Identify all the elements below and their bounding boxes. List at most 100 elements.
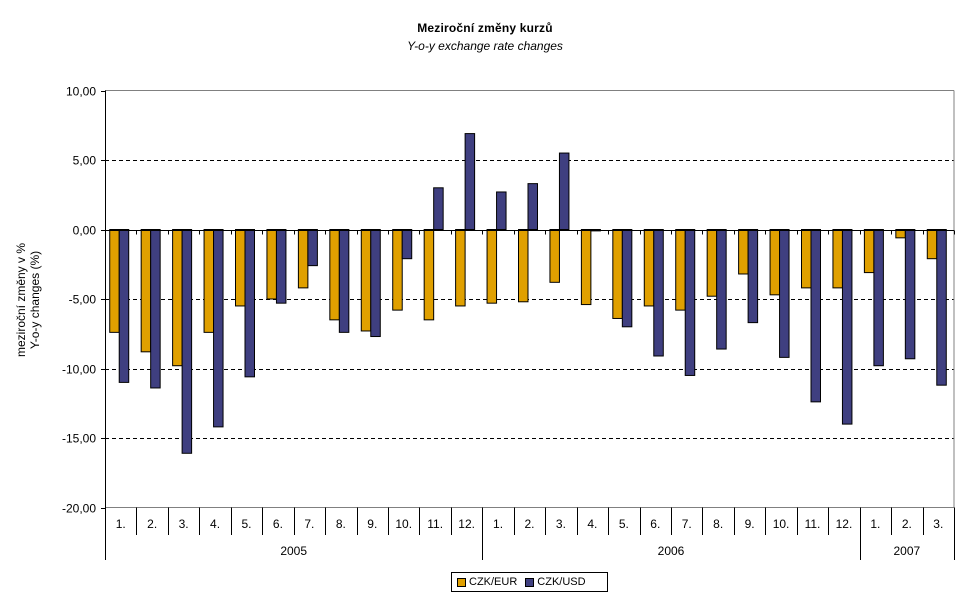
bar-czk-usd bbox=[558, 152, 570, 230]
bar-czk-usd bbox=[118, 229, 130, 383]
bar-czk-usd bbox=[181, 229, 193, 454]
bar-czk-usd bbox=[244, 229, 255, 378]
bar-czk-eur bbox=[297, 229, 309, 289]
bar-czk-eur bbox=[172, 229, 183, 367]
bar-czk-eur bbox=[675, 229, 686, 311]
bar-czk-usd bbox=[684, 229, 696, 376]
bar-czk-eur bbox=[266, 229, 277, 300]
x-tick-label: 1. bbox=[493, 517, 503, 531]
axes bbox=[101, 90, 955, 560]
bar-czk-usd bbox=[716, 229, 727, 350]
bar-czk-eur bbox=[863, 229, 875, 274]
bar-czk-eur bbox=[203, 229, 215, 333]
x-tick-label: 12. bbox=[836, 517, 853, 531]
bar-czk-usd bbox=[370, 229, 381, 338]
y-tick-label: -20,00 bbox=[62, 502, 96, 516]
bar-czk-eur bbox=[109, 229, 120, 333]
bar-czk-usd bbox=[464, 133, 476, 230]
x-tick-label: 4. bbox=[210, 517, 220, 531]
bar-czk-usd bbox=[307, 229, 318, 267]
bar-czk-usd bbox=[401, 229, 413, 260]
y-tick-label: 10,00 bbox=[66, 85, 96, 99]
bar-czk-usd bbox=[841, 229, 853, 425]
bar-czk-eur bbox=[643, 229, 655, 307]
chart-subtitle: Y-o-y exchange rate changes bbox=[407, 39, 563, 53]
x-tick-label: 2. bbox=[147, 517, 157, 531]
bar-czk-eur bbox=[360, 229, 372, 332]
legend-swatch-eur bbox=[457, 577, 466, 587]
bar-czk-usd bbox=[779, 229, 790, 358]
bar-czk-eur bbox=[549, 229, 560, 283]
bar-czk-usd bbox=[213, 229, 224, 428]
y-tick-label: -5,00 bbox=[69, 293, 97, 307]
bar-czk-eur bbox=[706, 229, 718, 297]
bar-czk-usd bbox=[904, 229, 916, 360]
bar-czk-eur bbox=[392, 229, 403, 311]
x-tick-label: 10. bbox=[773, 517, 790, 531]
group-label: 2005 bbox=[280, 544, 307, 558]
x-tick-label: 1. bbox=[870, 517, 880, 531]
x-tick-label: 9. bbox=[745, 517, 755, 531]
x-tick-label: 3. bbox=[179, 517, 189, 531]
bar-czk-usd bbox=[275, 229, 287, 304]
group-label: 2006 bbox=[658, 544, 685, 558]
bar-czk-usd bbox=[747, 229, 759, 324]
bar-czk-eur bbox=[140, 229, 152, 353]
y-axis-label-cz: meziroční změny v % bbox=[14, 242, 28, 358]
y-tick-label: -10,00 bbox=[62, 363, 96, 377]
legend-label-usd: CZK/USD bbox=[537, 576, 586, 588]
bar-czk-eur bbox=[486, 229, 498, 304]
x-tick-label: 12. bbox=[458, 517, 475, 531]
x-tick-label: 5. bbox=[619, 517, 629, 531]
legend-label-eur: CZK/EUR bbox=[469, 576, 518, 588]
bar-czk-eur bbox=[455, 229, 466, 307]
legend-swatch-usd bbox=[525, 577, 535, 587]
x-tick-label: 10. bbox=[395, 517, 412, 531]
bar-czk-eur bbox=[423, 229, 435, 321]
x-tick-label: 8. bbox=[713, 517, 723, 531]
bars bbox=[109, 133, 947, 454]
legend-item-eur: CZK/EUR bbox=[457, 576, 517, 588]
x-tick-label: 8. bbox=[336, 517, 346, 531]
bar-czk-eur bbox=[580, 229, 592, 306]
bar-czk-usd bbox=[496, 191, 507, 230]
bar-czk-usd bbox=[653, 229, 664, 357]
y-tick-labels: 10,00 5,00 0,00 -5,00 -10,00 -15,00 -20,00 bbox=[62, 85, 96, 516]
legend-item-usd: CZK/USD bbox=[525, 576, 586, 588]
x-tick-label: 7. bbox=[304, 517, 314, 531]
bar-czk-eur bbox=[329, 229, 340, 321]
x-tick-label: 5. bbox=[241, 517, 251, 531]
y-tick-label: 5,00 bbox=[73, 154, 97, 168]
chart-title: Meziroční změny kurzů bbox=[417, 21, 553, 35]
group-label: 2007 bbox=[893, 544, 920, 558]
bar-czk-usd bbox=[936, 229, 947, 386]
bar-czk-usd bbox=[338, 229, 350, 333]
x-tick-label: 4. bbox=[587, 517, 597, 531]
y-axis-label: meziroční změny v % Y-o-y changes (%) bbox=[14, 243, 42, 357]
bar-czk-eur bbox=[801, 229, 812, 289]
bar-czk-usd bbox=[621, 229, 633, 328]
x-tick-label: 2. bbox=[902, 517, 912, 531]
x-tick-label: 2. bbox=[524, 517, 534, 531]
y-tick-label: -15,00 bbox=[62, 432, 96, 446]
x-tick-label: 1. bbox=[116, 517, 126, 531]
bar-czk-eur bbox=[769, 229, 781, 296]
bar-czk-usd bbox=[150, 229, 161, 389]
x-tick-label: 9. bbox=[367, 517, 377, 531]
bar-czk-eur bbox=[926, 229, 938, 260]
x-tick-label: 6. bbox=[650, 517, 660, 531]
y-tick-label: 0,00 bbox=[73, 224, 97, 238]
bar-czk-usd bbox=[873, 229, 884, 367]
x-tick-label: 11. bbox=[427, 517, 443, 531]
x-tick-label: 6. bbox=[273, 517, 283, 531]
bar-czk-eur bbox=[738, 229, 749, 275]
bar-czk-eur bbox=[612, 229, 623, 319]
x-tick-labels: 1. 2. 3. 4. 5. 6. 7. 8. 9. 10. 11. 12. 1. 2. 3. 4. 5. 6. 7… bbox=[116, 517, 944, 558]
y-axis-label-en: Y-o-y changes (%) bbox=[28, 250, 42, 350]
bar-czk-usd bbox=[810, 229, 821, 403]
x-tick-label: 3. bbox=[933, 517, 943, 531]
bar-czk-eur bbox=[832, 229, 843, 289]
x-tick-label: 3. bbox=[556, 517, 566, 531]
bar-czk-eur bbox=[518, 229, 529, 303]
